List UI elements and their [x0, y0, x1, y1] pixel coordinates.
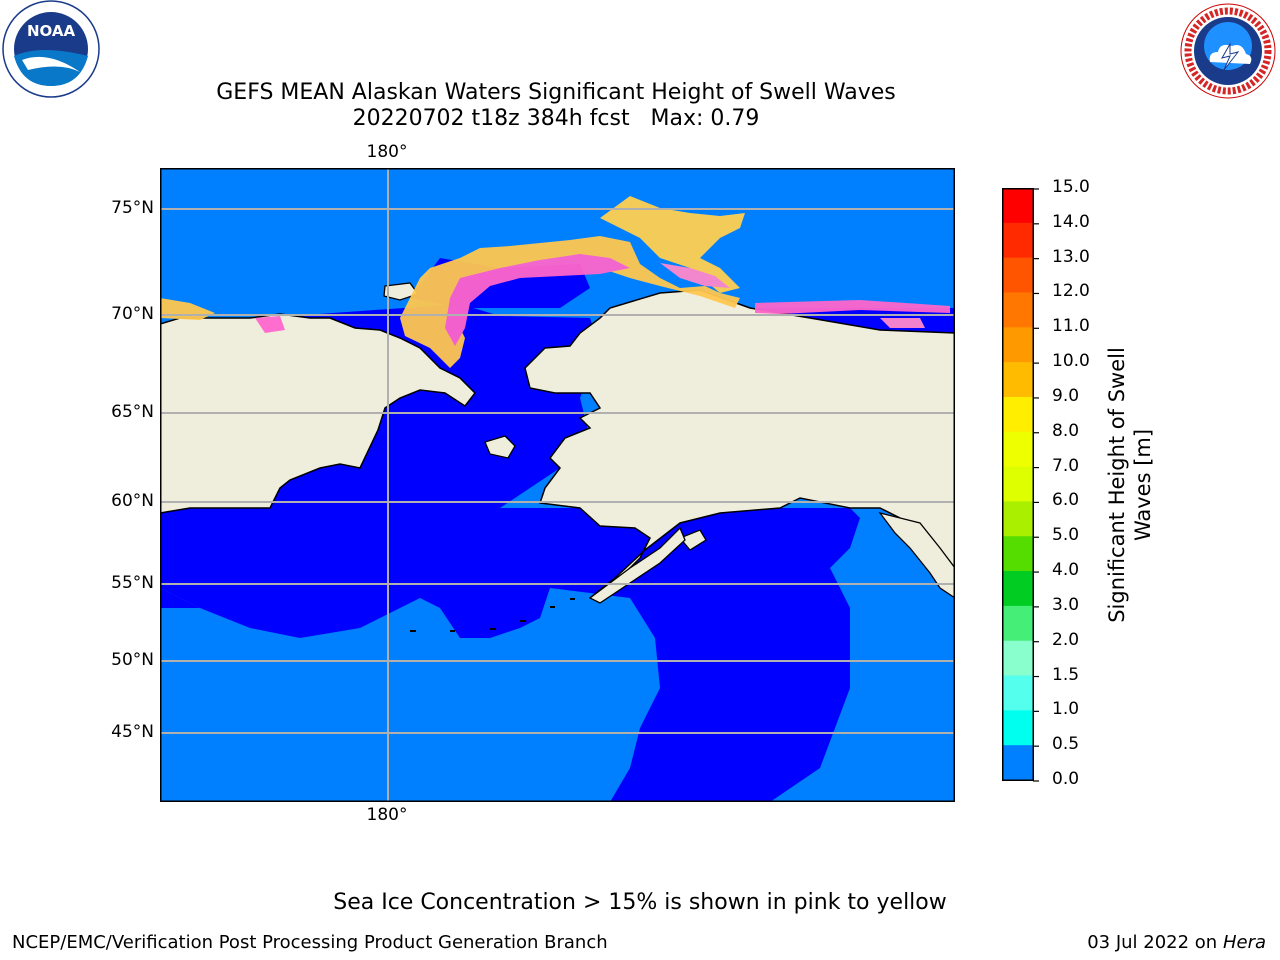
colorbar-cell: [1002, 327, 1034, 363]
sea-ice-area: [160, 196, 950, 368]
colorbar-cell: [1002, 571, 1034, 607]
map-frame: [160, 168, 955, 802]
colorbar-tick-label: 14.0: [1052, 211, 1090, 232]
colorbar-cell: [1002, 257, 1034, 293]
colorbar-title-line2: Waves [m]: [1131, 428, 1155, 542]
colorbar-tick-label: 6.0: [1052, 490, 1080, 511]
colorbar-tick-label: 15.0: [1052, 177, 1090, 197]
colorbar-cell: [1002, 710, 1034, 746]
colorbar-cell: [1002, 396, 1034, 433]
ocean-low-area: [160, 588, 200, 608]
footer-host: Hera: [1222, 932, 1266, 953]
colorbar-cell: [1002, 745, 1034, 781]
colorbar-tick-label: 7.0: [1052, 455, 1080, 476]
colorbar-tick-label: 11.0: [1052, 316, 1090, 337]
noaa-logo-text: NOAA: [27, 22, 76, 40]
colorbar-cell: [1002, 536, 1034, 572]
footer-right: 03 Jul 2022 on Hera: [1087, 932, 1266, 953]
colorbar-cell: [1002, 362, 1034, 398]
colorbar-cell: [1002, 431, 1034, 468]
colorbar-cell: [1002, 501, 1034, 537]
chart-title-line1: GEFS MEAN Alaskan Waters Significant Hei…: [216, 80, 896, 105]
colorbar-tick-label: 2.0: [1052, 629, 1080, 650]
land-island: [383, 282, 420, 301]
lat-label: 55°N: [111, 573, 154, 593]
chart-title-line2: 20220702 t18z 384h fcst Max: 0.79: [352, 106, 760, 131]
land-island: [678, 529, 707, 551]
colorbar-title-line1: Significant Height of Swell: [1105, 347, 1129, 623]
colorbar-tick-label: 0.0: [1052, 769, 1080, 789]
lat-label: 65°N: [111, 402, 154, 422]
colorbar-tick-label: 10.0: [1052, 351, 1090, 372]
noaa-logo: NOAA: [2, 0, 100, 98]
colorbar-tick-label: 12.0: [1052, 281, 1090, 302]
lat-label: 50°N: [111, 650, 154, 670]
graticule: [160, 168, 955, 802]
ocean-low-area: [160, 496, 860, 802]
sea-ice-note: Sea Ice Concentration > 15% is shown in …: [333, 890, 947, 915]
colorbar-tick-label: 8.0: [1052, 420, 1080, 441]
lat-label: 70°N: [111, 304, 154, 324]
colorbar-cell: [1002, 188, 1034, 224]
lat-label: 75°N: [111, 198, 154, 218]
aleutian-islands: [410, 598, 575, 632]
map-plot: [160, 168, 955, 802]
lon-label-bottom: 180°: [366, 805, 408, 825]
colorbar-tick-label: 3.0: [1052, 594, 1080, 615]
land-island: [484, 435, 516, 459]
nws-logo: [1180, 3, 1276, 99]
colorbar-tick-label: 5.0: [1052, 525, 1080, 546]
colorbar-cell: [1002, 675, 1034, 711]
colorbar-cell: [1002, 640, 1034, 677]
land-se-alaska: [878, 511, 955, 599]
lat-label: 60°N: [111, 491, 154, 511]
lon-label-top: 180°: [366, 142, 408, 162]
lat-label: 45°N: [111, 722, 154, 742]
colorbar-tick-label: 1.5: [1052, 664, 1080, 685]
colorbar: [1002, 188, 1039, 782]
colorbar-tick-label: 1.0: [1052, 699, 1080, 720]
footer-left: NCEP/EMC/Verification Post Processing Pr…: [12, 932, 608, 953]
colorbar-tick-label: 13.0: [1052, 246, 1090, 267]
colorbar-cell: [1002, 466, 1034, 502]
colorbar-tick-label: 9.0: [1052, 385, 1080, 406]
colorbar-cell: [1002, 222, 1034, 259]
footer-date: 03 Jul 2022 on: [1087, 932, 1223, 953]
colorbar-cell: [1002, 292, 1034, 328]
colorbar-tick-label: 0.5: [1052, 734, 1080, 755]
colorbar-tick-label: 4.0: [1052, 560, 1080, 581]
colorbar-cell: [1002, 605, 1034, 642]
